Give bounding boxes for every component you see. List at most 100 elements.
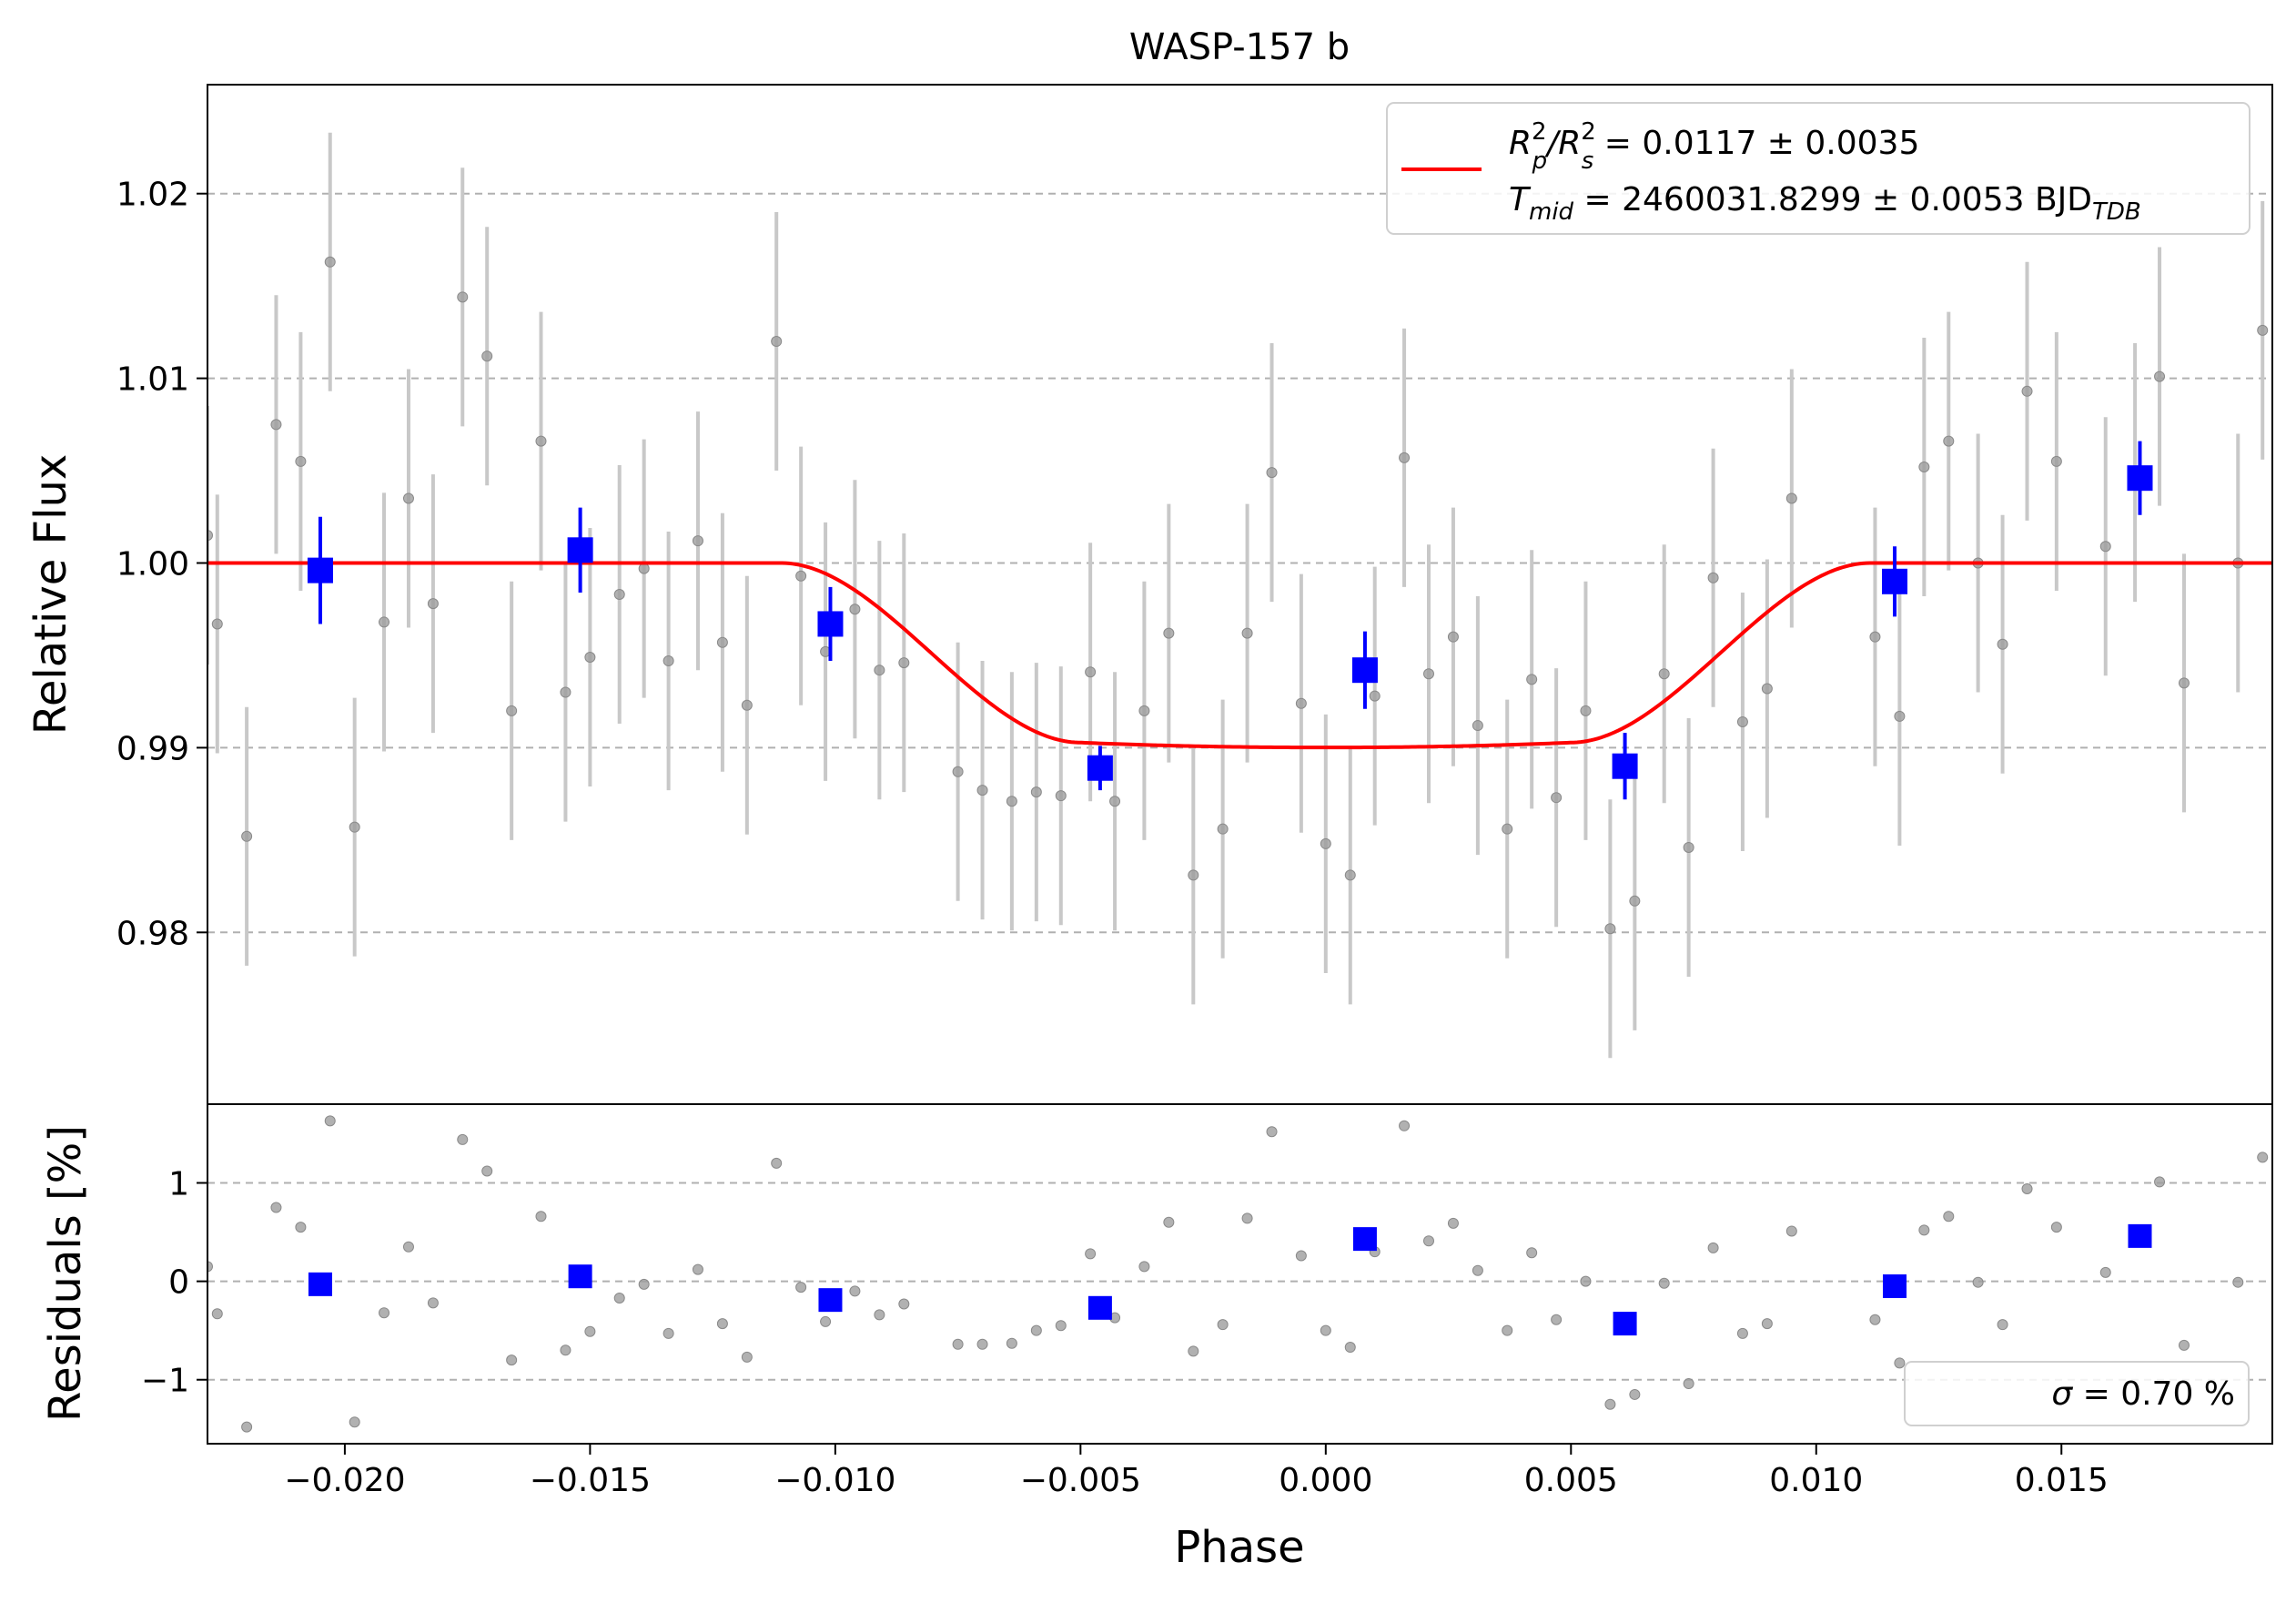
flux-raw-point	[402, 492, 414, 504]
residual-raw-point	[1188, 1345, 1199, 1357]
flux-raw-point	[1163, 627, 1175, 639]
residual-raw-point	[349, 1416, 360, 1428]
flux-raw-point	[2178, 677, 2190, 689]
residual-raw-point	[849, 1285, 861, 1297]
residual-raw-point	[1344, 1342, 1356, 1354]
chart-title: WASP-157 b	[1129, 26, 1350, 68]
residuals-binned-points	[308, 1223, 2152, 1336]
flux-raw-point	[560, 686, 571, 698]
residuals-ytick-label: 1	[168, 1165, 189, 1202]
flux-raw-point	[1422, 668, 1434, 680]
residual-raw-point	[2050, 1222, 2062, 1233]
residual-raw-point	[1472, 1264, 1483, 1276]
flux-raw-point	[1085, 666, 1097, 678]
residual-raw-point	[481, 1165, 493, 1177]
residual-raw-point	[638, 1278, 650, 1290]
flux-raw-point	[241, 830, 253, 842]
flux-binned-point	[1882, 568, 1908, 594]
flux-raw-point	[898, 657, 910, 669]
residual-raw-point	[716, 1318, 728, 1330]
flux-binned-points	[307, 441, 2153, 800]
flux-raw-point	[379, 616, 390, 628]
residual-raw-point	[1707, 1242, 1719, 1253]
residual-binned-point	[1352, 1227, 1377, 1252]
xlabel: Phase	[1174, 1522, 1304, 1573]
flux-raw-point	[874, 665, 885, 676]
residual-raw-point	[1869, 1314, 1881, 1325]
residual-binned-point	[568, 1264, 592, 1289]
flux-y-ticks: 0.98 0.99 1.00 1.01 1.02	[116, 177, 207, 952]
flux-raw-point	[349, 821, 360, 833]
sigma-legend-text: σ = 0.70 %	[2051, 1375, 2235, 1413]
flux-raw-point	[638, 563, 650, 574]
residual-raw-point	[771, 1157, 783, 1169]
flux-raw-point	[1658, 668, 1670, 680]
flux-raw-point	[1241, 627, 1253, 639]
residual-raw-point	[1055, 1320, 1067, 1332]
flux-ytick-label: 1.02	[116, 177, 189, 214]
residual-raw-point	[427, 1297, 439, 1309]
xtick-label: 0.000	[1279, 1462, 1372, 1499]
xtick-label: 0.005	[1524, 1462, 1618, 1499]
residual-raw-point	[1761, 1318, 1773, 1330]
residual-raw-point	[535, 1211, 547, 1223]
flux-raw-point	[2050, 455, 2062, 467]
residual-raw-point	[1683, 1378, 1694, 1390]
residuals-ylabel: Residuals [%]	[40, 1125, 91, 1422]
residual-raw-point	[560, 1344, 571, 1356]
flux-raw-point	[584, 651, 596, 663]
residual-binned-point	[308, 1272, 332, 1296]
residual-raw-point	[2232, 1276, 2244, 1288]
flux-raw-point	[1869, 631, 1881, 643]
flux-raw-point	[1399, 451, 1411, 463]
flux-raw-point	[2257, 324, 2269, 336]
flux-raw-point	[1344, 869, 1356, 881]
flux-raw-point	[270, 419, 282, 431]
flux-raw-point	[1997, 638, 2008, 650]
residual-raw-point	[207, 1261, 213, 1273]
flux-raw-point	[952, 766, 964, 777]
residual-raw-point	[976, 1338, 988, 1350]
residual-raw-point	[2257, 1152, 2269, 1163]
residual-raw-point	[379, 1307, 390, 1319]
residual-raw-point	[1526, 1247, 1538, 1259]
residuals-plot-area	[207, 1115, 2269, 1433]
residual-raw-point	[1241, 1212, 1253, 1224]
residual-raw-point	[1447, 1217, 1459, 1229]
flux-raw-point	[2099, 541, 2111, 553]
flux-panel: 0.98 0.99 1.00 1.01 1.02 Relative Flux R2 p/R…	[25, 84, 2273, 1105]
residual-raw-point	[402, 1241, 414, 1253]
residual-raw-point	[795, 1282, 807, 1294]
residual-raw-point	[1502, 1324, 1513, 1336]
residual-raw-point	[1658, 1277, 1670, 1289]
residual-binned-point	[1613, 1312, 1637, 1336]
residual-raw-point	[1217, 1319, 1229, 1331]
flux-binned-point	[1351, 657, 1378, 684]
residual-raw-point	[1085, 1248, 1097, 1260]
residual-raw-point	[952, 1338, 964, 1350]
flux-raw-point	[1472, 720, 1483, 732]
flux-raw-point	[295, 455, 307, 467]
residual-binned-point	[818, 1288, 843, 1313]
flux-raw-point	[1266, 467, 1278, 479]
flux-plot-area	[207, 132, 2272, 1059]
flux-binned-point	[2127, 465, 2153, 492]
residuals-x-ticks: −0.020 −0.015 −0.010 −0.005 0.000 0.005 0.010 0…	[284, 1444, 2109, 1499]
flux-raw-point	[1320, 837, 1331, 849]
residual-raw-point	[1629, 1388, 1641, 1400]
residuals-axes-frame	[207, 1103, 2273, 1445]
flux-raw-point	[207, 530, 213, 542]
flux-ytick-label: 0.99	[116, 730, 189, 767]
residual-raw-point	[1943, 1211, 1955, 1223]
flux-binned-point	[817, 611, 844, 637]
flux-raw-point	[716, 636, 728, 648]
flux-raw-point	[1761, 683, 1773, 695]
residuals-raw-points	[207, 1115, 2269, 1433]
residual-raw-point	[2154, 1176, 2166, 1188]
residual-raw-point	[1295, 1250, 1307, 1262]
residual-raw-point	[457, 1133, 469, 1145]
flux-raw-point	[506, 705, 518, 716]
residual-raw-point	[874, 1309, 885, 1321]
flux-raw-point	[1629, 895, 1641, 907]
